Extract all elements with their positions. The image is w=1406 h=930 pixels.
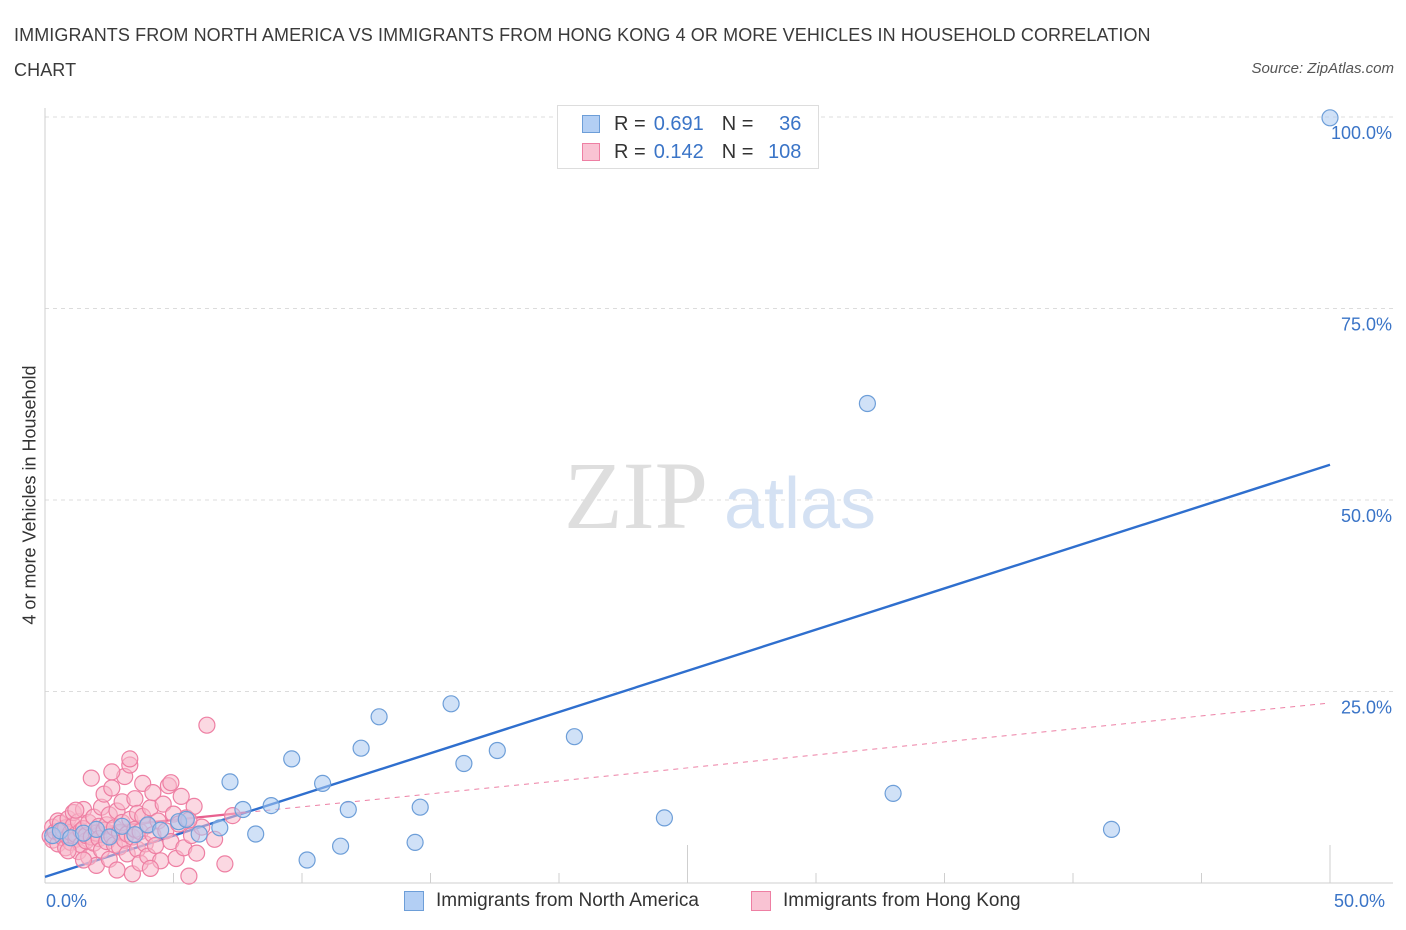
point-hong-kong-96 (198, 716, 216, 734)
point-north-america-13 (211, 819, 229, 837)
legend-n-label: N = (721, 112, 754, 135)
point-north-america-17 (262, 796, 280, 815)
legend-n-label: N = (721, 140, 754, 163)
point-hong-kong-81 (154, 795, 172, 813)
point-north-america-23 (352, 739, 370, 757)
data-points (41, 109, 1339, 885)
y-axis-label: 4 or more Vehicles in Household (19, 365, 40, 625)
point-north-america-9 (152, 821, 170, 839)
point-hong-kong-77 (144, 783, 162, 802)
point-north-america-21 (332, 837, 350, 855)
point-north-america-28 (455, 754, 473, 773)
x-tick-label-max: 50.0% (1334, 891, 1386, 911)
point-hong-kong-102 (162, 774, 180, 792)
point-north-america-31 (655, 809, 674, 827)
y-tick-labels: 100.0% 75.0% 50.0% 25.0% (1331, 123, 1392, 718)
point-hong-kong-100 (121, 750, 139, 768)
correlation-legend: R = 0.691 N = 36 R = 0.142 N = 108 (557, 105, 819, 169)
series-swatch-pink (751, 891, 771, 911)
point-north-america-27 (442, 695, 460, 713)
point-hong-kong-101 (103, 763, 121, 781)
legend-r-label: R = (614, 140, 646, 163)
point-hong-kong-98 (216, 855, 234, 873)
series-swatch-blue (404, 891, 424, 911)
point-hong-kong-47 (103, 779, 121, 797)
point-hong-kong-88 (172, 787, 190, 806)
point-hong-kong-91 (180, 867, 198, 885)
point-north-america-5 (100, 828, 118, 846)
point-hong-kong-103 (67, 801, 85, 819)
point-north-america-32 (858, 394, 877, 413)
point-north-america-19 (298, 851, 316, 869)
series-legend-hong-kong[interactable]: Immigrants from Hong Kong (751, 888, 1021, 914)
point-north-america-7 (126, 826, 144, 844)
point-north-america-26 (411, 798, 429, 816)
legend-row-north-america: R = 0.691 N = 36 (582, 111, 801, 137)
point-north-america-29 (488, 741, 506, 760)
point-hong-kong-65 (126, 790, 144, 808)
point-hong-kong-51 (108, 861, 126, 879)
series-legend-north-america[interactable]: Immigrants from North America (404, 888, 699, 914)
point-north-america-22 (339, 800, 357, 819)
grid-lines (45, 116, 1393, 692)
trend-line-hong-kong-dashed (245, 702, 1331, 814)
zipatlas-watermark: ZIP atlas (564, 442, 876, 549)
point-north-america-30 (565, 728, 584, 746)
axes (44, 108, 1393, 884)
point-north-america-33 (884, 784, 902, 803)
series-label-hong-kong: Immigrants from Hong Kong (783, 890, 1021, 911)
watermark-atlas: atlas (724, 464, 876, 544)
point-north-america-14 (221, 773, 239, 791)
trend-line-north-america (44, 463, 1331, 879)
point-north-america-15 (247, 825, 265, 843)
legend-swatch-pink (582, 143, 600, 161)
legend-row-hong-kong: R = 0.142 N = 108 (582, 139, 801, 165)
legend-n-value: 108 (768, 140, 802, 163)
point-north-america-18 (283, 750, 301, 768)
legend-n-value: 36 (779, 112, 802, 135)
y-tick-label-0: 100.0% (1331, 123, 1392, 143)
point-hong-kong-94 (188, 844, 206, 862)
point-north-america-16 (234, 800, 252, 819)
watermark-zip: ZIP (564, 442, 708, 549)
legend-r-value: 0.691 (653, 112, 704, 135)
legend-swatch-blue (582, 115, 600, 133)
point-north-america-4 (87, 820, 106, 839)
point-north-america-20 (314, 774, 332, 793)
point-north-america-6 (113, 817, 131, 835)
point-hong-kong-105 (74, 851, 93, 869)
point-north-america-34 (1102, 820, 1121, 839)
point-hong-kong-78 (146, 836, 165, 855)
point-hong-kong-31 (82, 769, 100, 787)
point-north-america-11 (177, 810, 195, 829)
point-north-america-35 (1321, 109, 1339, 127)
point-hong-kong-106 (141, 859, 159, 878)
y-tick-label-3: 25.0% (1341, 698, 1392, 718)
chart-source: Source: ZipAtlas.com (1251, 60, 1394, 77)
series-label-north-america: Immigrants from North America (436, 890, 699, 911)
legend-r-value: 0.142 (653, 140, 704, 163)
x-tick-label-min: 0.0% (46, 891, 88, 911)
point-north-america-25 (406, 833, 424, 852)
legend-r-label: R = (614, 112, 646, 135)
y-tick-label-1: 75.0% (1341, 315, 1392, 335)
y-tick-label-2: 50.0% (1341, 506, 1392, 526)
point-north-america-24 (370, 708, 388, 726)
point-north-america-12 (190, 825, 208, 843)
chart-title: IMMIGRANTS FROM NORTH AMERICA VS IMMIGRA… (14, 25, 1151, 80)
